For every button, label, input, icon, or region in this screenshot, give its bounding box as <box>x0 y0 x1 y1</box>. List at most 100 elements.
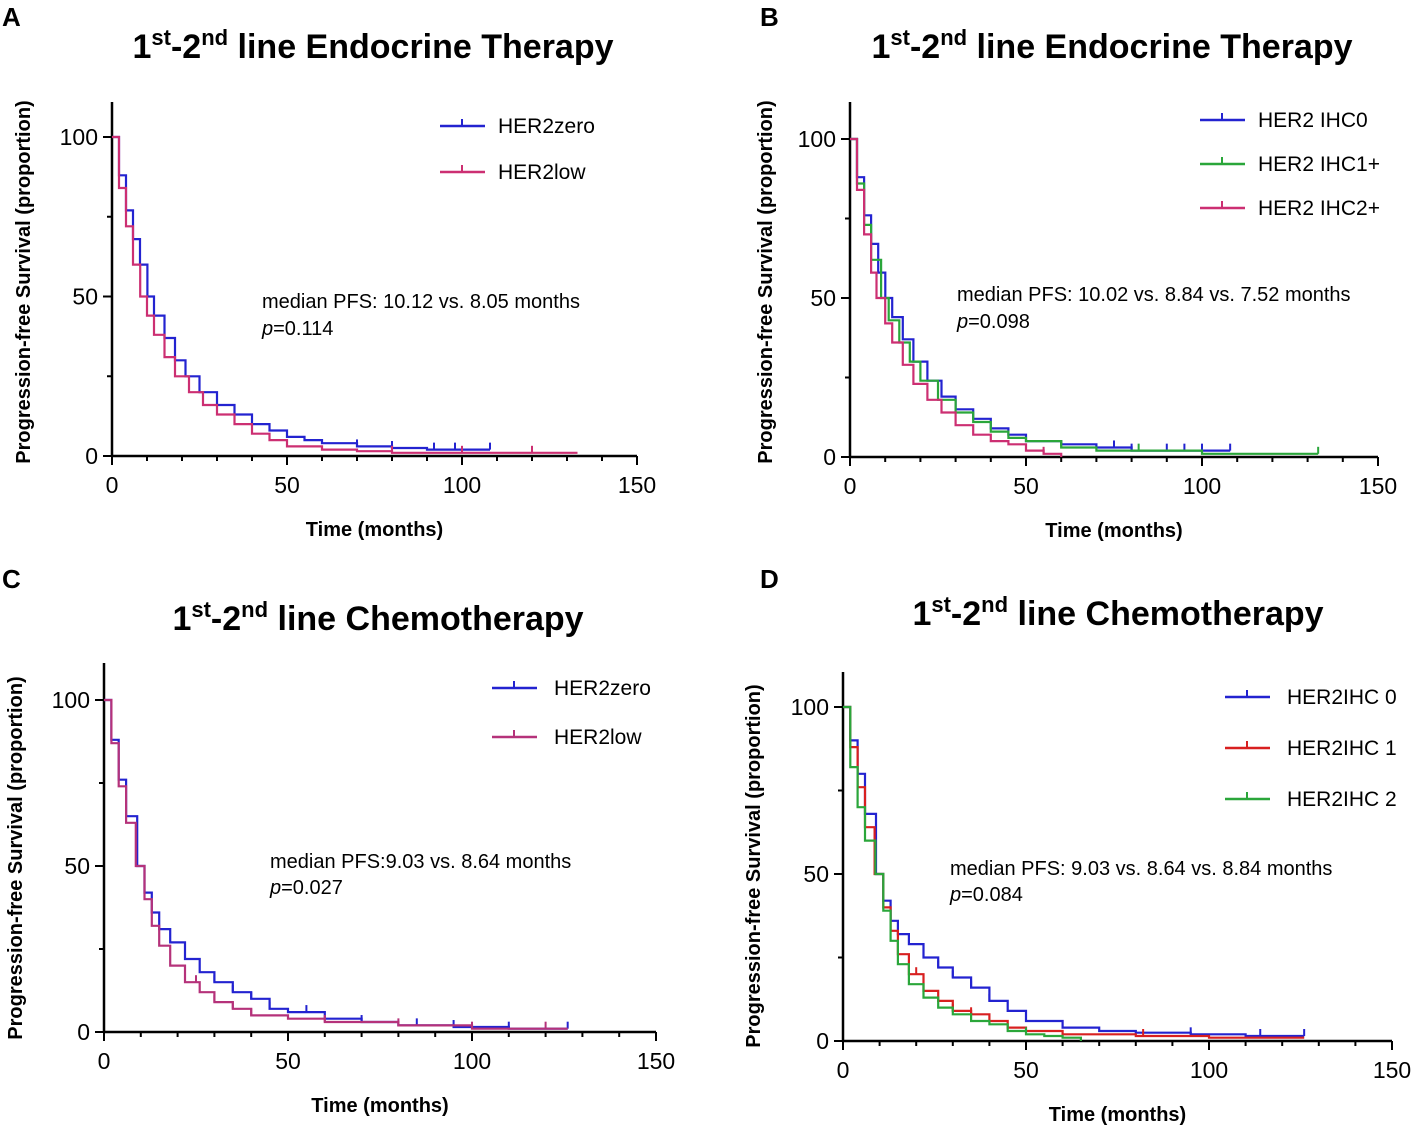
panel-d: D 1st-2nd line Chemotherapy 0 50 100 150 0 50 1… <box>743 564 1411 1126</box>
km-curve-her2-ihc2 <box>850 137 1063 457</box>
legend-label: HER2IHC 2 <box>1287 788 1397 811</box>
p-value-annotation: p=0.027 <box>269 877 343 899</box>
panel-d-label: D <box>760 564 779 594</box>
p-value: =0.114 <box>273 318 333 340</box>
legend-label: HER2low <box>498 161 586 184</box>
x-axis-label: Time (months) <box>1045 520 1182 542</box>
x-tick-label: 50 <box>1013 473 1039 499</box>
chart-title: 1st-2nd line Endocrine Therapy <box>871 25 1352 66</box>
y-tick-label: 50 <box>64 853 90 879</box>
x-tick-label: 100 <box>1190 1057 1228 1083</box>
title-text: 1 <box>172 600 191 638</box>
p-value: =0.084 <box>961 884 1023 906</box>
y-axis-label: Progression-free Survival (proportion) <box>755 100 777 463</box>
x-tick-label: 150 <box>637 1048 675 1074</box>
p-value-annotation: p=0.114 <box>261 318 333 340</box>
y-tick-label: 50 <box>803 861 829 887</box>
median-pfs-annotation: median PFS: 10.02 vs. 8.84 vs. 7.52 mont… <box>957 284 1351 306</box>
y-tick-label: 0 <box>823 444 836 470</box>
y-axis-label: Progression-free Survival (proportion) <box>743 684 765 1047</box>
km-curve-her2ihc-0 <box>843 705 1305 1038</box>
median-pfs-annotation: median PFS: 9.03 vs. 8.64 vs. 8.84 month… <box>950 858 1332 880</box>
legend-label: HER2 IHC0 <box>1258 109 1368 132</box>
legend-label: HER2IHC 0 <box>1287 686 1397 709</box>
y-tick-label: 0 <box>77 1019 90 1045</box>
x-tick-label: 100 <box>443 472 481 498</box>
y-axis-label: Progression-free Survival (proportion) <box>13 100 35 463</box>
y-tick-label: 100 <box>60 124 98 150</box>
chart-title: 1st-2nd line Endocrine Therapy <box>132 25 613 66</box>
x-tick-label: 0 <box>837 1057 850 1083</box>
legend-label: HER2zero <box>498 115 595 138</box>
x-tick-label: 50 <box>274 472 300 498</box>
title-text: 1 <box>132 28 151 66</box>
title-superscript: nd <box>981 592 1008 617</box>
title-text: 1 <box>871 28 890 66</box>
title-text: -2 <box>171 28 201 66</box>
y-tick-label: 50 <box>810 285 836 311</box>
legend-label: HER2low <box>554 726 642 749</box>
legend-label: HER2 IHC1+ <box>1258 153 1380 176</box>
y-axis-label: Progression-free Survival (proportion) <box>5 676 27 1039</box>
title-text: line Chemotherapy <box>268 600 584 638</box>
panel-c-label: C <box>2 564 21 594</box>
y-tick-label: 100 <box>52 687 90 713</box>
panel-b-label: B <box>760 2 779 32</box>
y-tick-label: 0 <box>85 443 98 469</box>
legend-label: HER2zero <box>554 677 651 700</box>
chart-title: 1st-2nd line Chemotherapy <box>172 597 583 638</box>
km-curve-her2ihc-1 <box>843 705 1305 1039</box>
x-tick-label: 0 <box>98 1048 111 1074</box>
p-symbol: p <box>956 311 968 333</box>
p-value: =0.098 <box>968 311 1030 333</box>
title-text: -2 <box>951 595 981 633</box>
chart-title: 1st-2nd line Chemotherapy <box>912 592 1323 633</box>
x-tick-label: 100 <box>1183 473 1221 499</box>
x-axis-label: Time (months) <box>311 1095 448 1117</box>
x-tick-label: 0 <box>844 473 857 499</box>
p-symbol: p <box>261 318 273 340</box>
title-superscript: nd <box>241 597 268 622</box>
x-tick-label: 0 <box>106 472 119 498</box>
legend-label: HER2IHC 1 <box>1287 737 1397 760</box>
title-text: line Chemotherapy <box>1008 595 1324 633</box>
x-tick-label: 150 <box>1373 1057 1411 1083</box>
x-axis-label: Time (months) <box>1049 1104 1186 1126</box>
title-superscript: st <box>151 25 171 50</box>
x-tick-label: 150 <box>1359 473 1397 499</box>
title-superscript: st <box>890 25 910 50</box>
title-superscript: st <box>191 597 211 622</box>
p-symbol: p <box>269 877 281 899</box>
p-symbol: p <box>949 884 961 906</box>
title-superscript: st <box>931 592 951 617</box>
title-text: -2 <box>211 600 241 638</box>
x-axis-label: Time (months) <box>306 519 443 541</box>
legend-label: HER2 IHC2+ <box>1258 197 1380 220</box>
p-value-annotation: p=0.098 <box>956 311 1030 333</box>
title-text: line Endocrine Therapy <box>967 28 1353 66</box>
p-value-annotation: p=0.084 <box>949 884 1023 906</box>
p-value: =0.027 <box>281 877 343 899</box>
median-pfs-annotation: median PFS:9.03 vs. 8.64 months <box>270 851 571 873</box>
x-tick-label: 100 <box>453 1048 491 1074</box>
km-curve-her2low <box>112 135 578 454</box>
y-tick-label: 50 <box>72 284 98 310</box>
median-pfs-annotation: median PFS: 10.12 vs. 8.05 months <box>262 291 580 313</box>
title-text: line Endocrine Therapy <box>228 28 614 66</box>
x-tick-label: 50 <box>1013 1057 1039 1083</box>
km-curve-her2-ihc0 <box>850 137 1231 452</box>
panel-c: C 1st-2nd line Chemotherapy 0 50 100 150 0 50 1… <box>2 564 675 1117</box>
y-tick-label: 0 <box>816 1028 829 1054</box>
panel-a-label: A <box>2 2 21 32</box>
title-superscript: nd <box>201 25 228 50</box>
y-tick-label: 100 <box>791 694 829 720</box>
x-tick-label: 150 <box>618 472 656 498</box>
title-superscript: nd <box>940 25 967 50</box>
x-tick-label: 50 <box>275 1048 301 1074</box>
title-text: 1 <box>912 595 931 633</box>
title-text: -2 <box>910 28 940 66</box>
y-tick-label: 100 <box>798 126 836 152</box>
